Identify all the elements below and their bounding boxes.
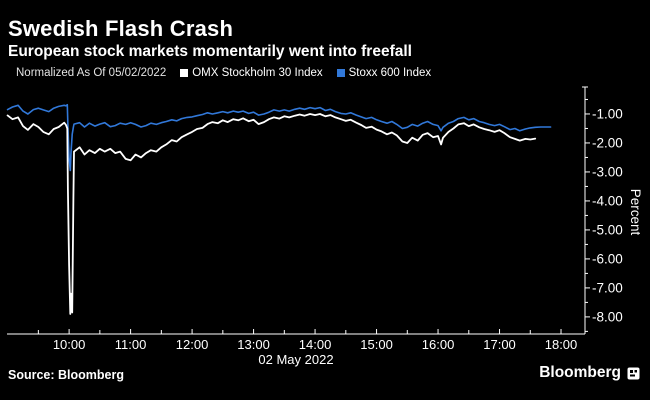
bloomberg-brand-label: Bloomberg — [539, 364, 621, 381]
source-credit: Source: Bloomberg — [8, 368, 124, 382]
y-tick-label: -3.00 — [592, 164, 623, 179]
page-subtitle: European stock markets momentarily went … — [8, 43, 412, 60]
x-tick-label: 13:00 — [237, 337, 270, 352]
legend-label-omx: OMX Stockholm 30 Index — [192, 67, 323, 79]
x-tick-label: 11:00 — [115, 337, 147, 352]
x-tick-label: 12:00 — [176, 337, 209, 352]
series-line-omx-stockholm-30-index — [6, 113, 537, 315]
x-tick-label: 10:00 — [53, 337, 86, 352]
y-axis-title: Percent — [628, 189, 643, 236]
x-axis-date-label: 02 May 2022 — [258, 352, 334, 367]
y-tick-label: -8.00 — [592, 309, 623, 324]
y-tick-label: -2.00 — [592, 135, 623, 150]
x-tick-label: 18:00 — [545, 337, 578, 352]
y-tick-label: -1.00 — [592, 106, 623, 121]
y-tick-label: -7.00 — [592, 280, 623, 295]
y-tick-label: -5.00 — [592, 222, 623, 237]
series-line-stoxx-600-index — [6, 103, 552, 172]
legend: Normalized As Of 05/02/2022 OMX Stockhol… — [16, 67, 445, 79]
x-tick-label: 15:00 — [360, 337, 393, 352]
omx-series-swatch — [180, 69, 189, 77]
x-tick-label: 16:00 — [422, 337, 455, 352]
page-title: Swedish Flash Crash — [8, 16, 234, 41]
legend-note: Normalized As Of 05/02/2022 — [16, 67, 167, 79]
bloomberg-brand: Bloomberg — [539, 364, 640, 382]
legend-label-stoxx: Stoxx 600 Index — [348, 67, 432, 79]
x-tick-label: 17:00 — [483, 337, 516, 352]
y-tick-label: -6.00 — [592, 251, 623, 266]
bloomberg-logo-icon — [627, 367, 640, 380]
legend-item-omx: OMX Stockholm 30 Index — [180, 67, 323, 79]
stoxx-series-swatch — [336, 69, 345, 77]
legend-item-stoxx: Stoxx 600 Index — [336, 67, 432, 79]
y-tick-label: -4.00 — [592, 193, 623, 208]
x-tick-label: 14:00 — [299, 337, 332, 352]
